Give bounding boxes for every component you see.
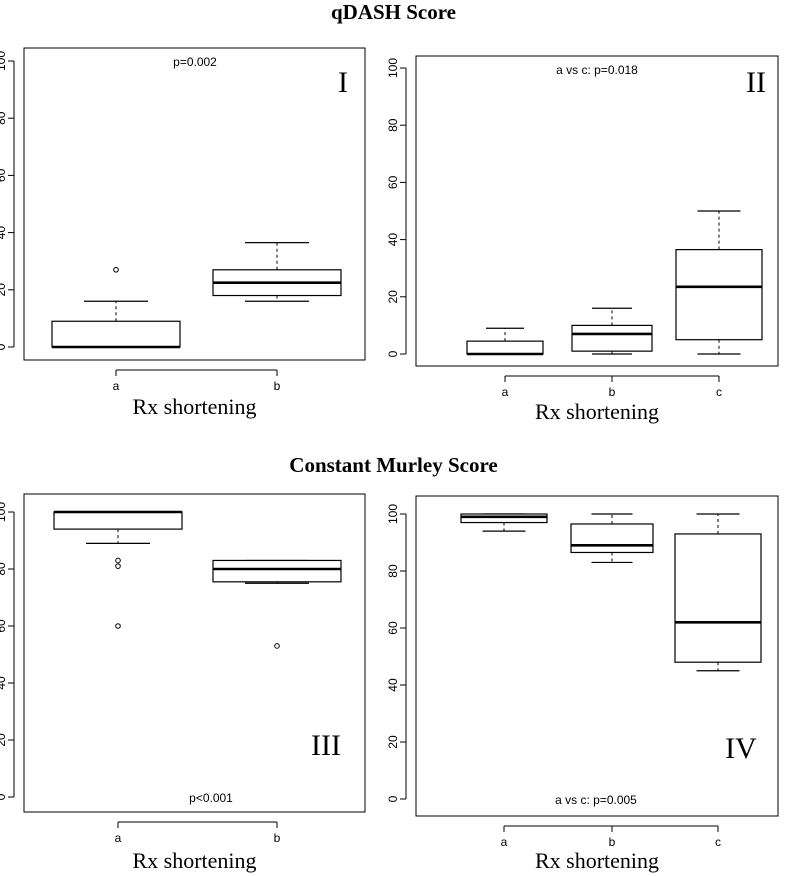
panel-1-p-value-annotation: p=0.002	[173, 55, 217, 69]
panel-2-x-tick-label-c: c	[716, 385, 722, 399]
panel-4-x-tick-label-a: a	[501, 835, 508, 849]
panel-1-y-tick-label: 60	[0, 168, 8, 182]
panel-2-p-value-annotation: a vs c: p=0.018	[556, 63, 638, 77]
panel-3-y-tick-label: 60	[0, 619, 8, 633]
panel-3-outlier-point-b	[274, 643, 280, 649]
panel-2-x-tick-label-a: a	[502, 385, 509, 399]
panel-3-y-tick-label: 0	[0, 793, 8, 800]
panel-2-y-tick-label: 20	[386, 290, 400, 304]
panel-2-box-b	[571, 324, 653, 352]
panel-1-y-tick-label: 80	[0, 111, 8, 125]
panel-3-y-tick-label: 100	[0, 502, 8, 522]
panel-1-x-tick-label-a: a	[113, 379, 120, 393]
panel-4-y-tick-label: 100	[386, 504, 400, 524]
panel-3-x-axis-title: Rx shortening	[132, 848, 256, 873]
panel-1-y-tick-label: 100	[0, 51, 8, 71]
panel-3-panel-label: III	[311, 729, 341, 762]
panel-4-p-value-annotation: a vs c: p=0.005	[555, 793, 637, 807]
panel-4-box-a	[460, 513, 548, 524]
panel-2-panel-label: II	[746, 66, 766, 99]
panel-4-box-c	[674, 533, 762, 663]
panel-3-outlier-point-a	[115, 563, 121, 569]
panel-2-y-tick-label: 80	[386, 118, 400, 132]
panel-3-box-b	[212, 559, 342, 583]
panel-3-y-tick-label: 20	[0, 733, 8, 747]
panel-2-x-axis-title: Rx shortening	[535, 399, 659, 424]
panel-4-plot-frame	[415, 495, 779, 817]
panel-4-panel-label: IV	[725, 732, 757, 765]
panel-3-y-tick-label: 40	[0, 676, 8, 690]
panel-3-p-value-annotation: p<0.001	[189, 791, 233, 805]
panel-4-y-tick-label: 0	[386, 795, 400, 802]
panel-2-x-tick-label-b: b	[609, 385, 616, 399]
panel-4-y-tick-label: 40	[386, 678, 400, 692]
panel-1-y-tick-label: 0	[0, 343, 8, 350]
constant-murley-section-title: Constant Murley Score	[289, 453, 498, 477]
panel-4-y-tick-label: 80	[386, 564, 400, 578]
panel-4-y-tick-label: 60	[386, 621, 400, 635]
panel-4-x-tick-label-b: b	[609, 835, 616, 849]
panel-1-panel-label: I	[338, 66, 348, 99]
panel-1-y-tick-label: 40	[0, 226, 8, 240]
panel-1-outlier-point-a	[113, 266, 119, 273]
panel-4-x-tick-label-c: c	[715, 835, 721, 849]
qdash-section-title: qDASH Score	[330, 0, 457, 24]
panel-3-outlier-point-a	[115, 557, 121, 564]
panel-2-y-tick-label: 100	[386, 58, 400, 78]
panel-4-box-b	[570, 523, 654, 554]
panel-1-y-tick-label: 20	[0, 283, 8, 297]
panel-1-x-axis-title: Rx shortening	[132, 394, 256, 419]
panel-3-y-tick-label: 80	[0, 562, 8, 576]
panel-3-outlier-point-a	[115, 623, 121, 629]
panel-3-x-tick-label-a: a	[115, 831, 122, 845]
panel-2-plot-frame	[415, 55, 779, 367]
panel-3-box-a	[53, 511, 183, 530]
panel-1-plot-frame	[23, 47, 366, 361]
panel-1-x-tick-label-b: b	[274, 379, 281, 393]
panel-2-box-c	[675, 249, 763, 341]
panel-2-y-tick-label: 40	[386, 233, 400, 247]
panel-4-x-axis-title: Rx shortening	[535, 848, 659, 873]
panel-2-y-tick-label: 0	[386, 350, 400, 357]
panel-3-x-tick-label-b: b	[274, 831, 281, 845]
panel-2-y-tick-label: 60	[386, 175, 400, 189]
panel-3-plot-frame	[23, 493, 366, 813]
panel-1-box-a	[51, 320, 181, 348]
panel-4-y-tick-label: 20	[386, 735, 400, 749]
panel-2-box-a	[466, 340, 544, 355]
